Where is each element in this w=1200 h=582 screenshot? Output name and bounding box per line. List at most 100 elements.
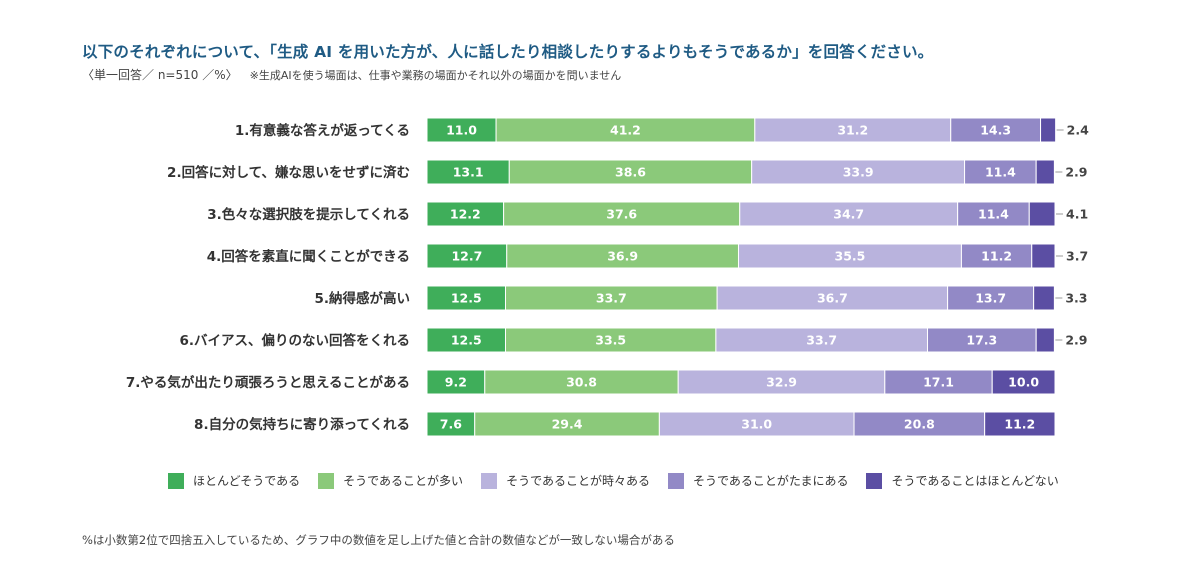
bar-segment bbox=[506, 243, 739, 269]
data-label: 11.2 bbox=[1004, 417, 1035, 432]
bar-segment bbox=[960, 243, 1033, 269]
category-label: 1.有意義な答えが返ってくる bbox=[235, 122, 410, 139]
data-label: 9.2 bbox=[445, 375, 467, 390]
legend-item: そうであることはほとんどない bbox=[866, 472, 1059, 489]
bar-segment bbox=[505, 285, 718, 311]
legend-item: そうであることが時々ある bbox=[481, 472, 650, 489]
legend-label: ほとんどそうである bbox=[193, 474, 301, 488]
data-label: 2.9 bbox=[1065, 165, 1087, 180]
chart-subtitle: 〈単一回答／ n=510 ／%〉 ※生成AIを使う場面は、仕事や業務の場面かそれ以… bbox=[82, 66, 621, 83]
data-label: 14.3 bbox=[980, 123, 1011, 138]
bar-segment bbox=[1031, 243, 1056, 269]
data-label: 11.4 bbox=[985, 165, 1016, 180]
bar-segment bbox=[484, 369, 679, 395]
data-label: 12.7 bbox=[451, 249, 482, 264]
data-label: 11.4 bbox=[978, 207, 1009, 222]
stacked-bar-chart: 1.有意義な答えが返ってくる 11.0 41.2 31.2 14.3 2.4 2.回答に対し… bbox=[126, 117, 1089, 437]
data-label: 11.0 bbox=[446, 123, 477, 138]
bar-segment bbox=[508, 159, 753, 185]
legend-item: そうであることがたまにある bbox=[667, 472, 849, 489]
bar-segment bbox=[505, 327, 717, 353]
data-label: 17.3 bbox=[966, 333, 997, 348]
data-label: 33.5 bbox=[595, 333, 626, 348]
chart-title: 以下のそれぞれについて、「生成 AI を用いた方が、人に話したり相談したりするよ… bbox=[82, 43, 934, 61]
category-label: 2.回答に対して、嫌な思いをせずに済む bbox=[167, 164, 410, 181]
legend-swatch bbox=[168, 472, 184, 489]
bar-segment bbox=[853, 411, 986, 437]
data-label: 33.7 bbox=[806, 333, 837, 348]
legend-swatch bbox=[866, 472, 883, 489]
data-label: 2.4 bbox=[1067, 123, 1089, 138]
data-label: 20.8 bbox=[904, 417, 935, 432]
footnote: %は小数第2位で四捨五入しているため、グラフ中の数値を足し上げた値と合計の数値な… bbox=[82, 533, 675, 547]
legend-label: そうであることはほとんどない bbox=[891, 474, 1059, 488]
bar-segment bbox=[739, 201, 959, 227]
data-label: 7.6 bbox=[440, 417, 462, 432]
bar-segment bbox=[947, 285, 1035, 311]
data-label: 31.0 bbox=[741, 417, 772, 432]
legend: ほとんどそうである そうであることが多い そうであることが時々ある そうであることがた… bbox=[168, 472, 1077, 489]
legend-swatch bbox=[667, 472, 684, 489]
category-label: 7.やる気が出たり頑張ろうと思えることがある bbox=[126, 374, 410, 391]
bar-segment bbox=[984, 411, 1056, 437]
bar-segment bbox=[1035, 327, 1055, 353]
data-label: 12.2 bbox=[450, 207, 481, 222]
bar-segment bbox=[884, 369, 993, 395]
bar-segment bbox=[426, 327, 506, 353]
data-label: 37.6 bbox=[606, 207, 637, 222]
data-label: 33.7 bbox=[596, 291, 627, 306]
bar-segment bbox=[503, 201, 741, 227]
data-label: 12.5 bbox=[451, 333, 482, 348]
bar-segment bbox=[716, 285, 949, 311]
data-label: 29.4 bbox=[552, 417, 583, 432]
data-label: 32.9 bbox=[766, 375, 797, 390]
bar-segment bbox=[754, 117, 952, 143]
data-label: 2.9 bbox=[1065, 333, 1087, 348]
data-label: 41.2 bbox=[610, 123, 641, 138]
data-label: 13.1 bbox=[453, 165, 484, 180]
legend-label: そうであることがたまにある bbox=[692, 474, 849, 488]
data-label: 35.5 bbox=[835, 249, 866, 264]
bar-segment bbox=[737, 243, 962, 269]
legend-swatch bbox=[481, 472, 498, 489]
data-label: 34.7 bbox=[833, 207, 864, 222]
subtitle-note: ※生成AIを使う場面は、仕事や業務の場面かそれ以外の場面かを問いません bbox=[249, 69, 622, 82]
legend-swatch bbox=[318, 472, 335, 489]
bar-segment bbox=[426, 411, 476, 437]
category-label: 4.回答を素直に聞くことができる bbox=[207, 248, 410, 265]
bar-segment bbox=[495, 117, 756, 143]
bar-segment bbox=[1035, 159, 1055, 185]
bar-segment bbox=[1033, 285, 1055, 311]
data-label: 36.9 bbox=[607, 249, 638, 264]
data-label: 36.7 bbox=[817, 291, 848, 306]
legend-item: そうであることが多い bbox=[318, 472, 463, 489]
data-label: 11.2 bbox=[981, 249, 1012, 264]
data-label: 4.1 bbox=[1066, 207, 1088, 222]
bar-segment bbox=[1028, 201, 1056, 227]
legend-label: そうであることが時々ある bbox=[506, 474, 650, 488]
category-label: 3.色々な選択肢を提示してくれる bbox=[207, 206, 410, 223]
data-label: 3.7 bbox=[1066, 249, 1088, 264]
bar-segment bbox=[715, 327, 929, 353]
bar-segment bbox=[426, 243, 508, 269]
legend-item: ほとんどそうである bbox=[168, 472, 300, 489]
bar-segment bbox=[426, 201, 505, 227]
data-label: 17.1 bbox=[923, 375, 954, 390]
bar-segment bbox=[426, 117, 497, 143]
sample-info: 〈単一回答／ n=510 ／%〉 bbox=[82, 68, 238, 82]
bar-segment bbox=[474, 411, 660, 437]
legend-label: そうであることが多い bbox=[343, 474, 464, 488]
category-label: 8.自分の気持ちに寄り添ってくれる bbox=[194, 416, 410, 433]
bar-segment bbox=[927, 327, 1037, 353]
bar-segment bbox=[957, 201, 1030, 227]
category-label: 5.納得感が高い bbox=[314, 290, 410, 307]
data-label: 12.5 bbox=[451, 291, 482, 306]
data-label: 38.6 bbox=[615, 165, 646, 180]
bar-segment bbox=[658, 411, 855, 437]
data-label: 30.8 bbox=[566, 375, 597, 390]
category-label: 6.バイアス、偏りのない回答をくれる bbox=[179, 332, 410, 349]
data-label: 10.0 bbox=[1008, 375, 1039, 390]
bar-segment bbox=[677, 369, 886, 395]
data-label: 3.3 bbox=[1065, 291, 1087, 306]
data-label: 31.2 bbox=[837, 123, 868, 138]
